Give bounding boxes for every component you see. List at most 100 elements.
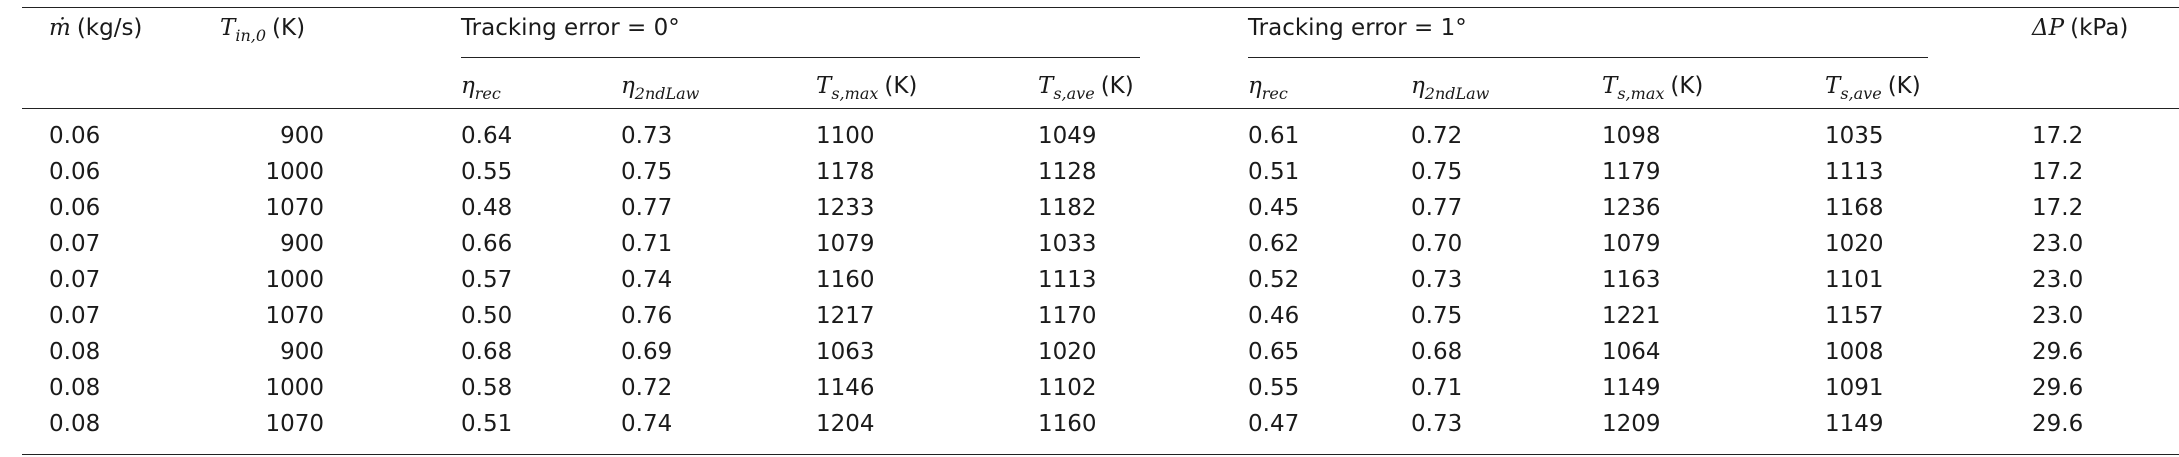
table-cell: 0.73 xyxy=(621,123,673,149)
table-cell: 17.2 xyxy=(2032,159,2084,185)
top-rule xyxy=(22,7,2179,8)
table-cell: 1020 xyxy=(1825,231,1884,257)
table-cell: 1179 xyxy=(1602,159,1661,185)
table-cell: 29.6 xyxy=(2032,339,2084,365)
table-cell: 0.62 xyxy=(1248,231,1300,257)
table-cell: 1236 xyxy=(1602,195,1661,221)
table-cell: 0.75 xyxy=(621,159,673,185)
table-cell: 0.77 xyxy=(1411,195,1463,221)
table-cell: 1098 xyxy=(1602,123,1661,149)
column-header: ηrec xyxy=(461,72,501,108)
table-cell: 1170 xyxy=(1038,303,1097,329)
header-unit: (kPa) xyxy=(2070,15,2129,41)
header-symbol: η xyxy=(1248,73,1262,99)
table-cell: 0.64 xyxy=(461,123,513,149)
column-header: ηrec xyxy=(1248,72,1288,108)
table-cell: 1233 xyxy=(816,195,875,221)
table-cell: 1128 xyxy=(1038,159,1097,185)
header-unit: (K) xyxy=(1670,73,1704,99)
table-cell: 1063 xyxy=(816,339,875,365)
table-cell: 0.50 xyxy=(461,303,513,329)
column-header: Tin,0 (K) xyxy=(220,14,305,50)
table-cell: 0.75 xyxy=(1411,303,1463,329)
table-cell: 1182 xyxy=(1038,195,1097,221)
table-cell: 0.55 xyxy=(1248,375,1300,401)
table-cell: 17.2 xyxy=(2032,195,2084,221)
header-symbol: T xyxy=(1038,73,1054,99)
table-cell: 0.51 xyxy=(461,411,513,437)
header-subscript: 2ndLaw xyxy=(1424,84,1490,103)
table-cell: 0.66 xyxy=(461,231,513,257)
table-cell: 1178 xyxy=(816,159,875,185)
table-cell: 1101 xyxy=(1825,267,1884,293)
header-subscript: rec xyxy=(474,84,501,103)
table-cell: 1000 xyxy=(265,375,324,401)
table-cell: 0.61 xyxy=(1248,123,1300,149)
table-cell: 0.71 xyxy=(621,231,673,257)
table-cell: 0.07 xyxy=(49,267,101,293)
table-cell: 1209 xyxy=(1602,411,1661,437)
table-cell: 0.77 xyxy=(621,195,673,221)
header-symbol: η xyxy=(1411,73,1425,99)
header-unit: (K) xyxy=(1100,73,1134,99)
header-symbol: ṁ xyxy=(49,15,71,41)
table-cell: 29.6 xyxy=(2032,375,2084,401)
table-cell: 1079 xyxy=(816,231,875,257)
table-cell: 0.46 xyxy=(1248,303,1300,329)
table-cell: 900 xyxy=(280,231,324,257)
table-cell: 1035 xyxy=(1825,123,1884,149)
table-cell: 0.76 xyxy=(621,303,673,329)
table-cell: 1049 xyxy=(1038,123,1097,149)
table-cell: 0.72 xyxy=(1411,123,1463,149)
header-unit: (K) xyxy=(1887,73,1921,99)
table-cell: 0.74 xyxy=(621,411,673,437)
table-cell: 1008 xyxy=(1825,339,1884,365)
header-symbol: T xyxy=(816,73,832,99)
header-subscript: in,0 xyxy=(235,26,267,45)
header-symbol: ΔP xyxy=(2032,15,2065,41)
table-cell: 1217 xyxy=(816,303,875,329)
table-cell: 0.72 xyxy=(621,375,673,401)
table-cell: 1160 xyxy=(1038,411,1097,437)
table-cell: 1160 xyxy=(816,267,875,293)
group-title: Tracking error = 1° xyxy=(1248,15,1467,41)
header-symbol: η xyxy=(621,73,635,99)
column-header: η2ndLaw xyxy=(1411,72,1489,108)
table-cell: 1000 xyxy=(265,159,324,185)
table-cell: 0.71 xyxy=(1411,375,1463,401)
table-cell: 0.69 xyxy=(621,339,673,365)
table-cell: 1091 xyxy=(1825,375,1884,401)
table-cell: 0.08 xyxy=(49,375,101,401)
table-cell: 0.08 xyxy=(49,339,101,365)
table-cell: 1204 xyxy=(816,411,875,437)
table-cell: 1113 xyxy=(1038,267,1097,293)
header-symbol: T xyxy=(1602,73,1618,99)
table-cell: 0.73 xyxy=(1411,411,1463,437)
table-cell: 0.68 xyxy=(1411,339,1463,365)
table-cell: 1079 xyxy=(1602,231,1661,257)
table-cell: 0.06 xyxy=(49,195,101,221)
table-cell: 1157 xyxy=(1825,303,1884,329)
table-cell: 900 xyxy=(280,339,324,365)
header-subscript: s,max xyxy=(831,84,879,103)
header-unit: (kg/s) xyxy=(76,15,143,41)
header-unit: (K) xyxy=(884,73,918,99)
table-cell: 0.65 xyxy=(1248,339,1300,365)
column-header: Ts,max (K) xyxy=(816,72,917,108)
table-cell: 0.74 xyxy=(621,267,673,293)
table-cell: 23.0 xyxy=(2032,303,2084,329)
table-cell: 0.48 xyxy=(461,195,513,221)
table-cell: 29.6 xyxy=(2032,411,2084,437)
table-cell: 0.45 xyxy=(1248,195,1300,221)
header-subscript: s,ave xyxy=(1840,84,1882,103)
bottom-rule xyxy=(22,454,2179,455)
table-cell: 1000 xyxy=(265,267,324,293)
column-header: η2ndLaw xyxy=(621,72,699,108)
table-cell: 0.57 xyxy=(461,267,513,293)
table-cell: 17.2 xyxy=(2032,123,2084,149)
column-header: ΔP (kPa) xyxy=(2032,14,2128,42)
table-cell: 1113 xyxy=(1825,159,1884,185)
header-subscript: rec xyxy=(1261,84,1288,103)
table-cell: 23.0 xyxy=(2032,267,2084,293)
